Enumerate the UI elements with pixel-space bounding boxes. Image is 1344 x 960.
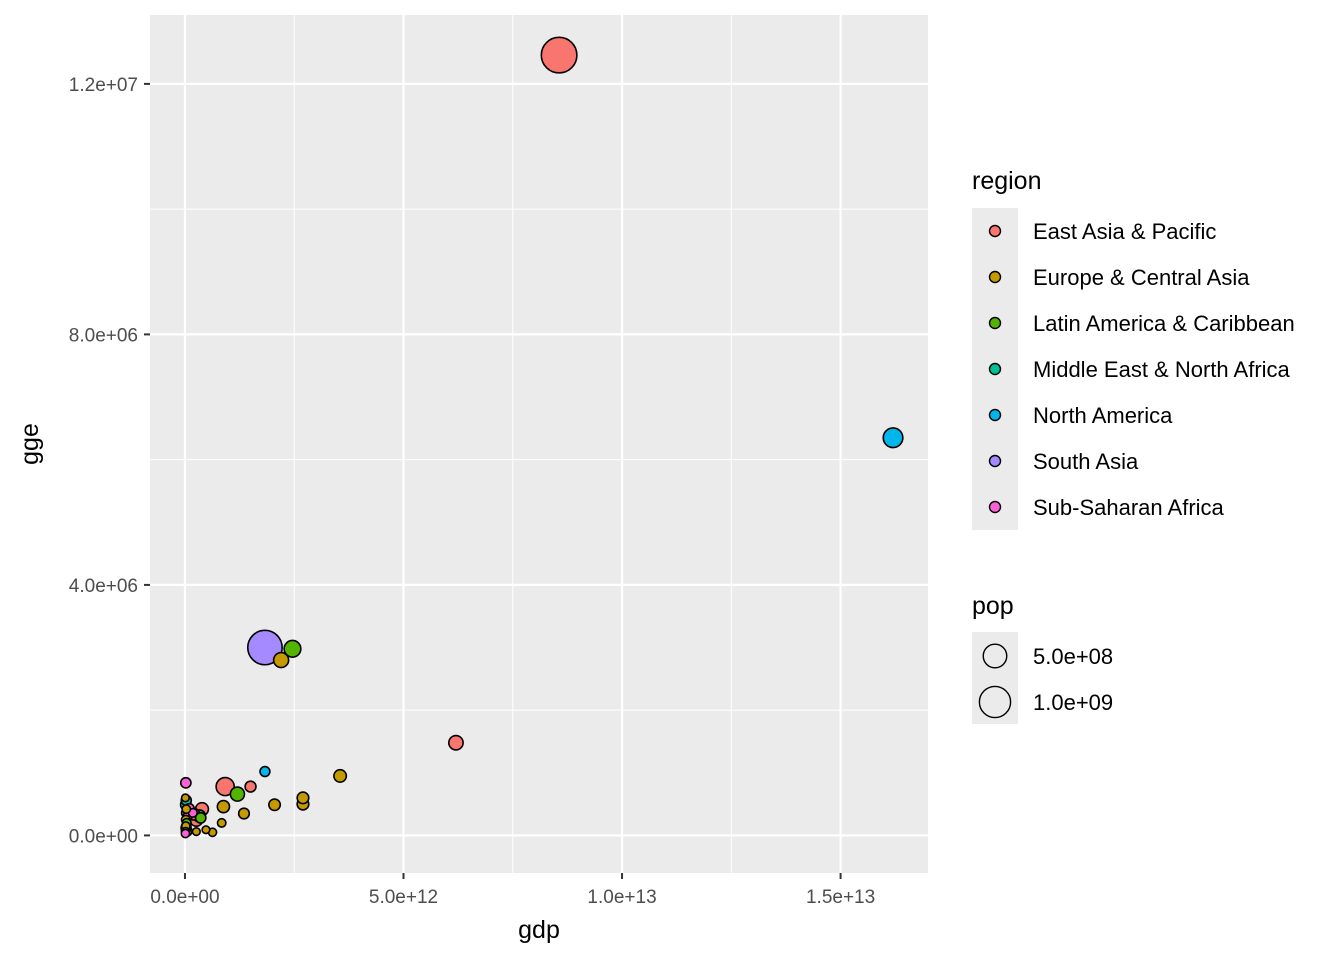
legend-region-label: South Asia (1033, 449, 1139, 474)
data-point (259, 765, 271, 778)
y-axis-label: gge (16, 423, 44, 465)
legend-pop-title: pop (972, 592, 1014, 620)
data-point (194, 811, 207, 824)
y-tick-label: 8.0e+06 (69, 325, 138, 346)
legend-region-label: East Asia & Pacific (1033, 219, 1216, 244)
legend-region-label: Sub-Saharan Africa (1033, 495, 1225, 520)
data-point (181, 804, 192, 815)
data-point (201, 825, 211, 835)
legend-region-key (988, 408, 1002, 422)
data-points (179, 36, 904, 839)
data-point (447, 734, 464, 751)
data-point (244, 780, 257, 793)
legend-region-key (988, 454, 1002, 468)
legend-region-key (988, 316, 1002, 330)
data-point (237, 807, 251, 820)
data-point (216, 817, 227, 828)
data-point (179, 776, 192, 789)
legend-region-label: Europe & Central Asia (1033, 265, 1250, 290)
grid-major (150, 15, 928, 873)
legend-region-label: North America (1033, 403, 1173, 428)
legend-pop-key (978, 685, 1012, 719)
legend-region-key (988, 500, 1002, 514)
data-point (283, 639, 302, 658)
data-point (333, 768, 348, 783)
x-tick-label: 1.5e+13 (806, 887, 875, 908)
legend-region: region East Asia & Pacific Europe & Centr… (972, 167, 1295, 530)
data-point (296, 791, 310, 805)
x-tick-label: 0.0e+00 (150, 887, 219, 908)
legend-pop-key-bg (972, 632, 1018, 724)
legend-pop-key (982, 643, 1008, 669)
plot-panel (150, 15, 928, 873)
data-point (246, 629, 283, 666)
y-axis: 0.0e+00 4.0e+06 8.0e+06 1.2e+07 (69, 75, 150, 847)
legend-region-label: Latin America & Caribbean (1033, 311, 1295, 336)
data-point (180, 793, 191, 803)
x-axis: 0.0e+00 5.0e+12 1.0e+13 1.5e+13 (150, 873, 875, 908)
x-tick-label: 1.0e+13 (587, 887, 656, 908)
data-point (272, 651, 290, 669)
y-tick-label: 0.0e+00 (69, 826, 138, 847)
y-tick-label: 1.2e+07 (69, 75, 138, 96)
grid-minor (150, 15, 928, 873)
legend-pop-label: 5.0e+08 (1033, 644, 1113, 669)
y-tick-label: 4.0e+06 (69, 576, 138, 597)
x-tick-label: 5.0e+12 (369, 887, 438, 908)
x-axis-label: gdp (518, 916, 560, 944)
legend-region-key (988, 270, 1002, 284)
legend-region-label: Middle East & North Africa (1033, 357, 1291, 382)
legend-pop: pop 5.0e+08 1.0e+09 (972, 592, 1113, 724)
data-point (882, 427, 904, 449)
data-point (215, 776, 236, 797)
data-point (268, 798, 282, 812)
legend-pop-label: 1.0e+09 (1033, 690, 1113, 715)
legend-region-key (988, 224, 1002, 238)
data-point (540, 36, 578, 74)
legend-region-title: region (972, 167, 1042, 195)
data-point (191, 827, 201, 837)
data-point (229, 786, 246, 802)
data-point (216, 799, 231, 814)
data-point (180, 828, 191, 839)
legend-region-key (988, 362, 1002, 376)
